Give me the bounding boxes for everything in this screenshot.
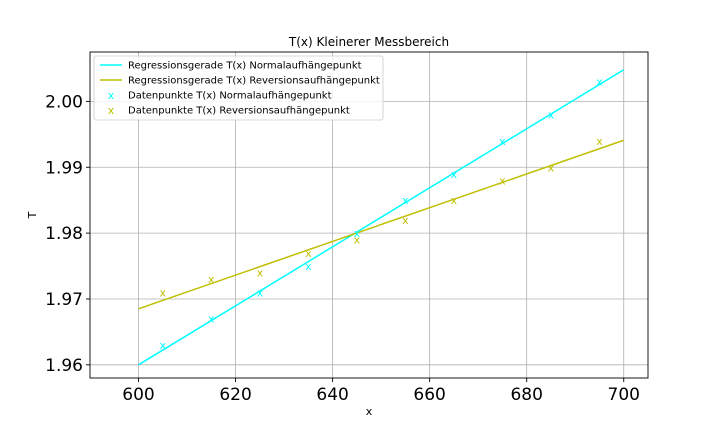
data-point-reversion: x: [257, 267, 264, 280]
data-point-normal: x: [499, 135, 506, 148]
y-tick-label: 1.99: [45, 158, 83, 178]
data-point-normal: x: [305, 260, 312, 273]
y-tick-label: 1.96: [45, 356, 83, 376]
legend-label-line-reversion: Regressionsgerade T(x) Reversionsaufhäng…: [128, 76, 380, 87]
data-point-reversion: x: [354, 234, 361, 247]
legend: Regressionsgerade T(x) Normalaufhängepun…: [93, 55, 384, 121]
data-point-reversion: x: [548, 161, 555, 174]
chart-title: T(x) Kleinerer Messbereich: [288, 35, 449, 49]
x-axis-label: x: [366, 405, 373, 418]
data-point-reversion: x: [305, 247, 312, 260]
data-point-normal: x: [548, 109, 555, 122]
legend-marker-normal: x: [108, 89, 115, 102]
y-axis-label: T: [26, 211, 39, 219]
legend-label-points-normal: Datenpunkte T(x) Normalaufhängepunkt: [128, 91, 332, 102]
data-point-reversion: x: [499, 174, 506, 187]
x-tick-label: 600: [122, 385, 154, 405]
regression-line-normal: [138, 69, 625, 366]
data-point-normal: x: [208, 313, 215, 326]
legend-marker-reversion: x: [108, 104, 115, 117]
data-point-normal: x: [160, 339, 167, 352]
y-tick-label: 2.00: [45, 92, 83, 112]
data-point-reversion: x: [596, 135, 603, 148]
data-point-reversion: x: [160, 286, 167, 299]
data-point-normal: x: [257, 286, 264, 299]
data-point-reversion: x: [451, 194, 458, 207]
data-point-normal: x: [354, 227, 361, 240]
y-tick-label: 1.97: [45, 290, 83, 310]
plot-frame: [89, 51, 649, 379]
y-tick-label: 1.98: [45, 224, 83, 244]
data-point-reversion: x: [208, 273, 215, 286]
x-tick-label: 680: [510, 385, 542, 405]
legend-box: [93, 55, 384, 121]
regression-line-reversion: [138, 139, 624, 310]
ticks: 600 620 640 660 680 700 1.96 1.97 1.98 1.99 2.00: [45, 92, 640, 405]
regression-lines: [138, 69, 625, 366]
x-tick-label: 660: [413, 385, 445, 405]
legend-label-points-reversion: Datenpunkte T(x) Reversionsaufhängepunkt: [128, 106, 350, 117]
legend-label-line-normal: Regressionsgerade T(x) Normalaufhängepun…: [128, 61, 362, 72]
x-tick-label: 700: [608, 385, 640, 405]
x-tick-label: 620: [219, 385, 251, 405]
data-point-normal: x: [596, 76, 603, 89]
x-tick-label: 640: [316, 385, 348, 405]
data-point-reversion: x: [402, 214, 409, 227]
data-point-normal: x: [402, 194, 409, 207]
data-point-normal: x: [451, 168, 458, 181]
